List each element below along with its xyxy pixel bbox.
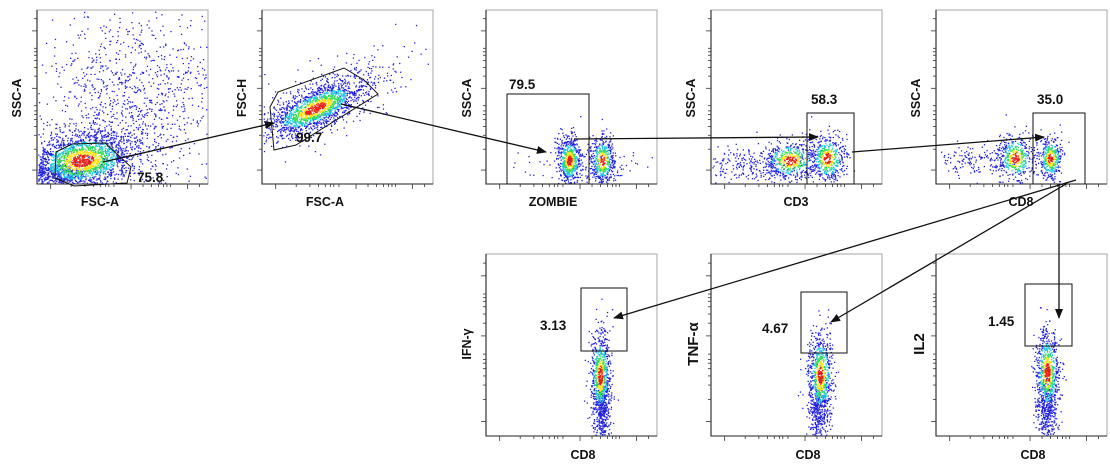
plot-cd3: 58.3 CD3 SSC-A bbox=[684, 9, 883, 209]
gate-polygon bbox=[269, 67, 379, 151]
x-axis-label: ZOMBIE bbox=[529, 195, 578, 209]
plot-tnf-alpha: 4.67 CD8 TNF-α bbox=[685, 253, 883, 462]
scatter-population bbox=[38, 11, 208, 185]
scatter-population bbox=[513, 116, 653, 185]
x-axis-label: CD8 bbox=[795, 448, 820, 462]
arrow-to-live bbox=[340, 103, 547, 154]
gate-rectangle bbox=[806, 112, 855, 185]
gate-polygon bbox=[54, 142, 132, 187]
scatter-population bbox=[941, 114, 1070, 184]
y-axis-label: SSC-A bbox=[460, 79, 474, 118]
plot-zombie-live: 79.5 ZOMBIE SSC-A bbox=[460, 9, 658, 209]
x-axis-label: FSC-A bbox=[306, 195, 344, 209]
gate-value: 4.67 bbox=[762, 321, 788, 336]
scatter-population bbox=[797, 309, 840, 437]
arrow-to-cd8 bbox=[851, 133, 1045, 153]
x-axis-label: CD3 bbox=[783, 195, 808, 209]
gate-value: 3.13 bbox=[540, 318, 567, 333]
plot-cd8: 35.0 CD8 SSC-A bbox=[909, 9, 1108, 209]
arrow-to-ifn-gamma bbox=[613, 179, 1077, 320]
y-axis-label: IFN-γ bbox=[460, 328, 474, 359]
y-axis-label: SSC-A bbox=[909, 79, 923, 118]
plot-ifn-gamma: 3.13 CD8 IFN-γ bbox=[460, 253, 658, 462]
scatter-population bbox=[1031, 307, 1067, 436]
arrow-to-singlets bbox=[102, 121, 275, 163]
gate-value: 99.7 bbox=[296, 130, 322, 145]
gating-arrows bbox=[102, 103, 1077, 323]
y-axis-label: TNF-α bbox=[685, 322, 702, 366]
y-axis-label: SSC-A bbox=[684, 79, 698, 118]
x-axis-label: FSC-A bbox=[81, 195, 119, 209]
scatter-population bbox=[583, 298, 619, 436]
gate-rectangle bbox=[800, 291, 848, 354]
plot-il2: 1.45 CD8 IL2 bbox=[911, 253, 1108, 462]
scatter-population bbox=[263, 23, 429, 163]
plot-fsc-ssc: 75.8 FSC-A SSC-A bbox=[10, 9, 209, 209]
arrow-to-cd3 bbox=[573, 133, 819, 142]
y-axis-label: SSC-A bbox=[10, 79, 24, 118]
scatter-population bbox=[712, 116, 856, 184]
gate-value: 1.45 bbox=[988, 314, 1015, 329]
gate-value: 75.8 bbox=[137, 170, 164, 185]
gate-value: 79.5 bbox=[509, 77, 536, 92]
x-axis-label: CD8 bbox=[570, 448, 595, 462]
plot-fsc-singlets: 99.7 FSC-A FSC-H bbox=[235, 9, 434, 209]
gate-value: 35.0 bbox=[1037, 92, 1063, 107]
arrow-to-tnf-alpha bbox=[830, 183, 1067, 323]
gate-value: 58.3 bbox=[811, 92, 838, 107]
x-axis-label: CD8 bbox=[1020, 448, 1045, 462]
gate-rectangle bbox=[1024, 283, 1073, 347]
gate-rectangle bbox=[580, 287, 628, 352]
y-axis-label: IL2 bbox=[911, 333, 928, 355]
y-axis-label: FSC-H bbox=[235, 79, 249, 117]
